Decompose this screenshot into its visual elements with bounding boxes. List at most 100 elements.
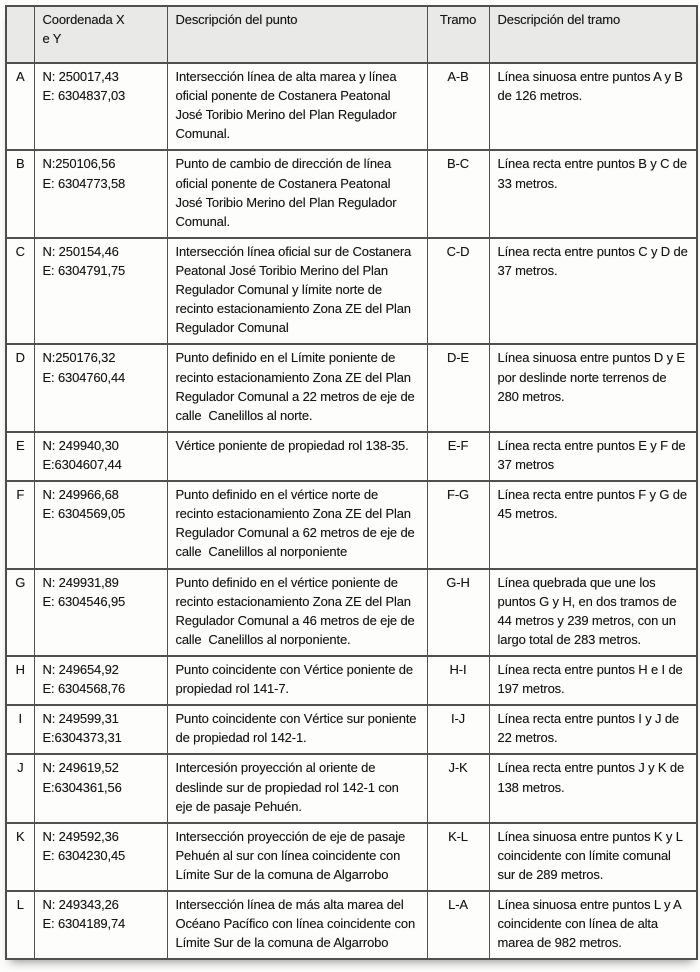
coordinates-cell: N: 249940,30 E:6304607,44 bbox=[33, 430, 168, 483]
tramo-cell: J-K bbox=[426, 753, 490, 824]
tramo-description-cell: Línea recta entre puntos I y J de 22 met… bbox=[488, 704, 698, 756]
table-row: C N: 250154,46 E: 6304791,75 Intersecció… bbox=[5, 236, 698, 346]
header-point-id bbox=[5, 5, 35, 64]
tramo-description-cell: Línea sinuosa entre puntos K y L coincid… bbox=[488, 821, 698, 893]
point-id-cell: B bbox=[5, 149, 35, 239]
point-id-cell: I bbox=[5, 704, 35, 756]
table-row: H N: 249654,92 E: 6304568,76 Punto coinc… bbox=[5, 654, 698, 707]
point-description-cell: Intersección línea de alta marea y línea… bbox=[166, 61, 428, 152]
point-id-cell: J bbox=[5, 753, 35, 824]
north-coordinate: N:250176,32 bbox=[42, 350, 116, 366]
tramo-description-cell: Línea sinuosa entre puntos L y A coincid… bbox=[488, 890, 698, 961]
east-coordinate: E: 6304568,76 bbox=[42, 681, 126, 697]
table-row: L N: 249343,26 E: 6304189,74 Intersecció… bbox=[5, 890, 698, 961]
east-coordinate: E:6304607,44 bbox=[42, 456, 122, 472]
point-description-cell: Punto coincidente con Vértice poniente d… bbox=[166, 654, 428, 707]
point-id-cell: E bbox=[5, 430, 35, 483]
east-coordinate: E: 6304791,75 bbox=[42, 262, 126, 278]
coordinates-cell: N: 249592,36 E: 6304230,45 bbox=[33, 821, 168, 893]
coordinates-cell: N: 249619,52 E:6304361,56 bbox=[33, 753, 168, 824]
tramo-description-cell: Línea recta entre puntos H e I de 197 me… bbox=[488, 654, 698, 707]
point-description-cell: Punto definido en el vértice norte de re… bbox=[166, 480, 428, 570]
north-coordinate: N: 249940,30 bbox=[42, 437, 119, 453]
east-coordinate: E:6304361,56 bbox=[42, 779, 122, 795]
east-coordinate: E: 6304837,03 bbox=[42, 88, 126, 104]
header-tramo: Tramo bbox=[426, 5, 490, 64]
tramo-description-cell: Línea recta entre puntos J y K de 138 me… bbox=[488, 753, 698, 824]
table-row: B N:250106,56 E: 6304773,58 Punto de cam… bbox=[5, 149, 698, 239]
header-coordinates: Coordenada X e Y bbox=[33, 5, 168, 64]
point-description-cell: Vértice poniente de propiedad rol 138-35… bbox=[166, 430, 428, 483]
tramo-cell: H-I bbox=[426, 654, 490, 707]
coordinates-cell: N: 250017,43 E: 6304837,03 bbox=[33, 61, 168, 152]
tramo-description-cell: Línea recta entre puntos E y F de 37 met… bbox=[488, 430, 698, 483]
east-coordinate: E: 6304546,95 bbox=[42, 593, 126, 609]
point-description-cell: Punto definido en el Límite poniente de … bbox=[166, 343, 428, 433]
north-coordinate: N: 250154,46 bbox=[42, 243, 119, 259]
point-description-cell: Punto coincidente con Vértice sur ponien… bbox=[166, 704, 428, 756]
point-id-cell: H bbox=[5, 654, 35, 707]
tramo-cell: G-H bbox=[426, 567, 490, 657]
coordinates-cell: N: 249599,31 E:6304373,31 bbox=[33, 704, 168, 756]
tramo-cell: E-F bbox=[426, 430, 490, 483]
point-id-cell: G bbox=[5, 567, 35, 657]
point-description-cell: Intersección proyección de eje de pasaje… bbox=[166, 821, 428, 893]
coordinates-cell: N:250106,56 E: 6304773,58 bbox=[33, 149, 168, 239]
coordinates-cell: N: 250154,46 E: 6304791,75 bbox=[33, 236, 168, 346]
point-description-cell: Punto de cambio de dirección de línea of… bbox=[166, 149, 428, 239]
tramo-cell: A-B bbox=[426, 61, 490, 152]
north-coordinate: N: 249592,36 bbox=[42, 828, 119, 844]
table-row: D N:250176,32 E: 6304760,44 Punto defini… bbox=[5, 343, 698, 433]
north-coordinate: N: 250017,43 bbox=[42, 69, 119, 84]
tramo-description-cell: Línea sinuosa entre puntos D y E por des… bbox=[488, 343, 698, 433]
point-id-cell: F bbox=[5, 480, 35, 570]
coordinates-cell: N: 249966,68 E: 6304569,05 bbox=[33, 480, 168, 570]
table-row: E N: 249940,30 E:6304607,44 Vértice poni… bbox=[5, 430, 698, 483]
tramo-cell: D-E bbox=[426, 343, 490, 433]
east-coordinate: E: 6304569,05 bbox=[42, 506, 126, 522]
tramo-cell: K-L bbox=[426, 821, 490, 893]
point-id-cell: K bbox=[5, 821, 35, 893]
tramo-cell: L-A bbox=[426, 890, 490, 961]
east-coordinate: E: 6304189,74 bbox=[42, 916, 126, 932]
tramo-cell: C-D bbox=[426, 236, 490, 346]
tramo-cell: I-J bbox=[426, 704, 490, 756]
coordinates-table: Coordenada X e Y Descripción del punto T… bbox=[5, 5, 698, 961]
east-coordinate: E: 6304760,44 bbox=[42, 369, 126, 385]
point-id-cell: C bbox=[5, 236, 35, 346]
header-row: Coordenada X e Y Descripción del punto T… bbox=[5, 5, 698, 64]
north-coordinate: N:250106,56 bbox=[42, 156, 116, 172]
point-id-cell: D bbox=[5, 343, 35, 433]
coordinates-cell: N: 249654,92 E: 6304568,76 bbox=[33, 654, 168, 707]
table-row: K N: 249592,36 E: 6304230,45 Intersecció… bbox=[5, 821, 698, 893]
coordinates-cell: N: 249343,26 E: 6304189,74 bbox=[33, 890, 168, 961]
tramo-description-cell: Línea sinuosa entre puntos A y B de 126 … bbox=[488, 61, 698, 152]
table-row: I N: 249599,31 E:6304373,31 Punto coinci… bbox=[5, 704, 698, 756]
north-coordinate: N: 249599,31 bbox=[42, 711, 119, 727]
table-row: G N: 249931,89 E: 6304546,95 Punto defin… bbox=[5, 567, 698, 657]
east-coordinate: E:6304373,31 bbox=[42, 730, 122, 746]
point-id-cell: L bbox=[5, 890, 35, 961]
tramo-description-cell: Línea recta entre puntos B y C de 33 met… bbox=[488, 149, 698, 239]
tramo-description-cell: Línea recta entre puntos F y G de 45 met… bbox=[488, 480, 698, 570]
point-description-cell: Intersección línea de más alta marea del… bbox=[166, 890, 428, 961]
point-id-cell: A bbox=[5, 61, 35, 152]
tramo-cell: F-G bbox=[426, 480, 490, 570]
point-description-cell: Punto definido en el vértice poniente de… bbox=[166, 567, 428, 657]
table-row: A N: 250017,43 E: 6304837,03 Intersecció… bbox=[5, 61, 698, 152]
table-row: J N: 249619,52 E:6304361,56 Intercesión … bbox=[5, 753, 698, 824]
east-coordinate: E: 6304773,58 bbox=[42, 175, 126, 191]
east-coordinate: E: 6304230,45 bbox=[42, 847, 126, 863]
coordinates-cell: N: 249931,89 E: 6304546,95 bbox=[33, 567, 168, 657]
north-coordinate: N: 249931,89 bbox=[42, 574, 119, 590]
coordinates-cell: N:250176,32 E: 6304760,44 bbox=[33, 343, 168, 433]
point-description-cell: Intersección línea oficial sur de Costan… bbox=[166, 236, 428, 346]
north-coordinate: N: 249619,52 bbox=[42, 760, 119, 776]
header-point-description: Descripción del punto bbox=[166, 5, 428, 64]
header-tramo-description: Descripción del tramo bbox=[488, 5, 698, 64]
table-row: F N: 249966,68 E: 6304569,05 Punto defin… bbox=[5, 480, 698, 570]
tramo-description-cell: Línea quebrada que une los puntos G y H,… bbox=[488, 567, 698, 657]
north-coordinate: N: 249654,92 bbox=[42, 661, 119, 677]
tramo-description-cell: Línea recta entre puntos C y D de 37 met… bbox=[488, 236, 698, 346]
